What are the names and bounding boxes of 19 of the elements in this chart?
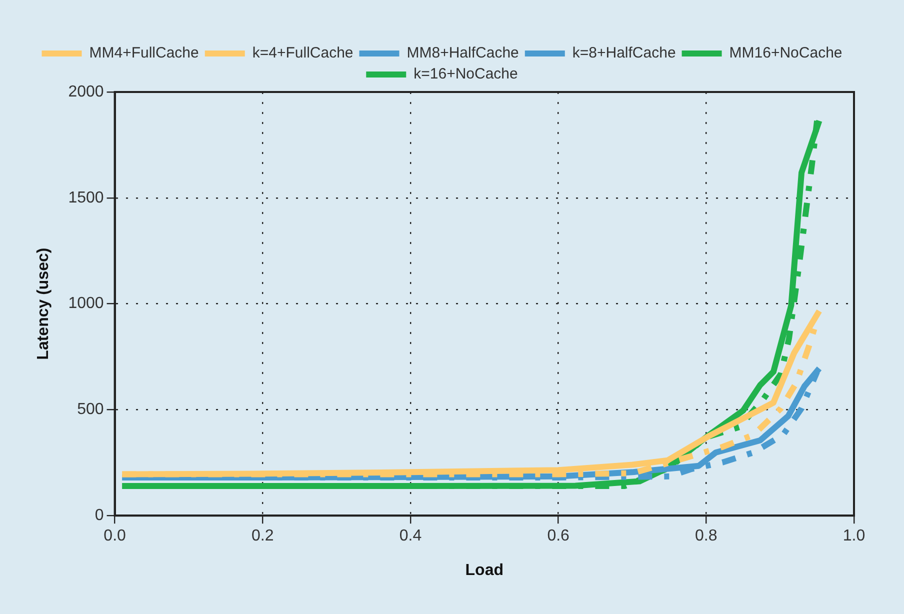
x-tick-label: 0.6 [547,528,570,545]
y-axis-title: Latency (usec) [35,248,52,360]
x-tick-label: 0.8 [695,528,718,545]
legend-label: MM4+FullCache [89,44,199,62]
legend-label: k=8+HalfCache [572,44,676,62]
legend-label: MM16+NoCache [729,44,842,62]
x-tick-label: 0.4 [399,528,422,545]
legend-label: k=16+NoCache [414,66,518,83]
x-tick-label: 0.0 [104,528,126,545]
x-tick-label: 1.0 [842,528,866,545]
legend-label: k=4+FullCache [252,44,354,62]
y-tick-label: 1500 [68,189,104,206]
y-tick-label: 500 [77,401,104,418]
y-tick-label: 2000 [68,83,104,100]
y-tick-label: 0 [94,507,104,524]
legend-label: MM8+HalfCache [406,44,519,62]
y-tick-label: 1000 [68,295,104,312]
x-tick-label: 0.2 [252,528,274,545]
x-axis-title: Load [465,562,504,579]
